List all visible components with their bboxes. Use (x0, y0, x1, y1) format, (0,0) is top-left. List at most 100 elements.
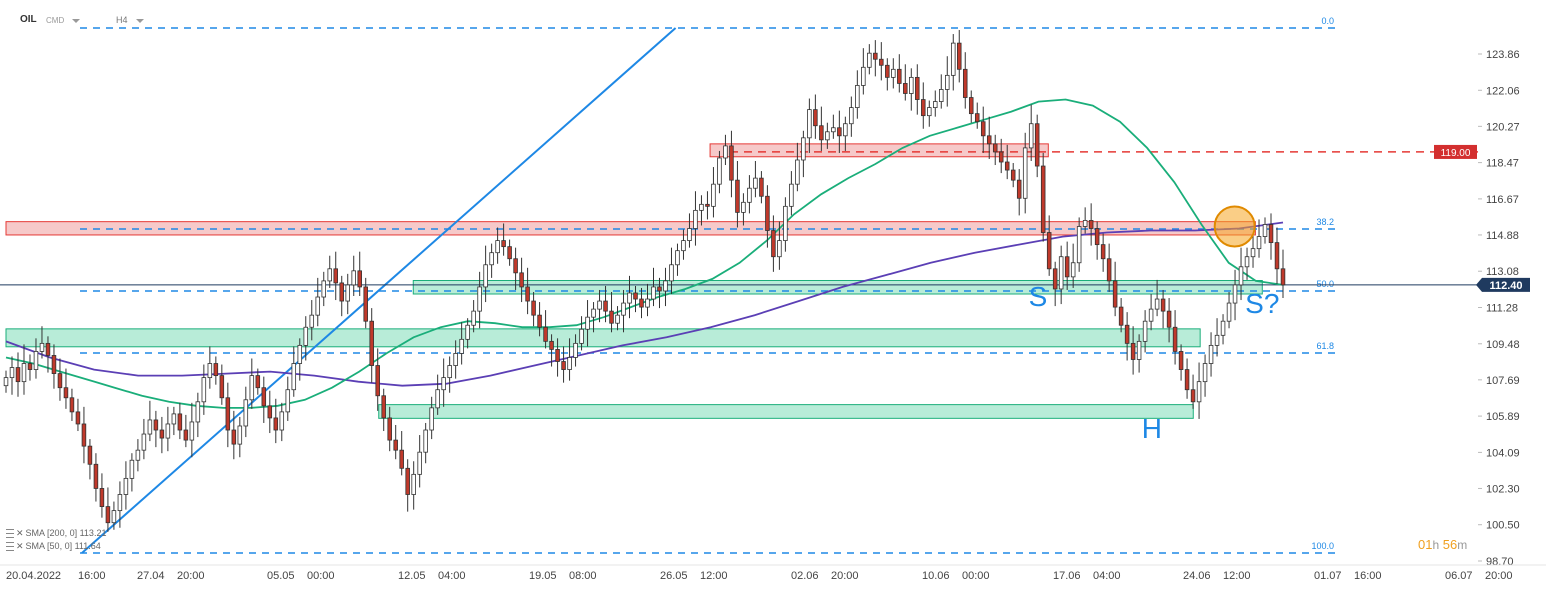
legend-sma200[interactable]: ✕ SMA [200, 0] 113.21 (6, 528, 106, 539)
candle-body (777, 240, 782, 258)
candle-body (591, 308, 596, 318)
settings-lines-icon[interactable] (6, 529, 14, 539)
y-tick-label: 118.47 (1486, 158, 1519, 170)
candle-body (555, 349, 560, 362)
candle-body (933, 101, 938, 109)
candle-body (63, 387, 69, 399)
candle-body (1166, 310, 1172, 328)
candle-body (1160, 298, 1166, 312)
fib-level-label: 38.2 (1316, 217, 1334, 227)
instrument-type-label[interactable]: CMD (46, 16, 65, 25)
x-tick-time: 00:00 (307, 570, 335, 582)
settings-lines-icon[interactable] (6, 542, 14, 552)
candle-body (1022, 147, 1028, 199)
fib-level-label: 61.8 (1316, 341, 1334, 351)
candle-body (111, 510, 117, 524)
candle-body (693, 209, 698, 229)
candle-body (1280, 268, 1286, 286)
candle-body (495, 240, 500, 254)
timeframe-dropdown-icon[interactable] (136, 19, 144, 23)
x-tick-date: 02.06 (791, 570, 819, 582)
candle-body (1112, 280, 1118, 308)
candle-body (183, 429, 189, 441)
candle-body (327, 268, 333, 282)
candle-body (573, 342, 578, 358)
candle-body (561, 361, 566, 370)
candle-body (735, 179, 740, 213)
support-zone (378, 404, 1194, 419)
candle-body (759, 177, 764, 197)
candle-body (75, 411, 81, 425)
candle-body (1016, 179, 1022, 199)
candle-body (363, 286, 368, 322)
candle-body (1124, 324, 1130, 344)
y-tick-label: 116.67 (1486, 194, 1519, 206)
candle-body (962, 68, 968, 98)
candle-body (21, 363, 27, 383)
candle-body (543, 326, 548, 342)
y-tick-label: 100.50 (1486, 520, 1520, 532)
candle-body (705, 203, 710, 207)
candle-body (837, 127, 842, 137)
highlight-circle-marker (1213, 205, 1256, 248)
x-tick-time: 16:00 (1354, 570, 1382, 582)
support-zone (412, 279, 1263, 295)
time-axis[interactable]: 20.04.2022 16:00 27.04 20:00 05.05 00:00 12.05… (0, 564, 1546, 582)
candle-body (879, 58, 884, 66)
candle-body (639, 298, 644, 308)
candle-body (243, 399, 249, 427)
trendline-line[interactable] (81, 27, 677, 554)
candle-body (537, 314, 542, 328)
candle-body (519, 272, 524, 288)
candle-body (1226, 302, 1232, 322)
candle-body (801, 137, 806, 161)
candles (3, 30, 1286, 532)
candle-body (1028, 123, 1034, 149)
candle-body (87, 445, 93, 465)
candle-body (201, 377, 207, 403)
candle-body (15, 367, 21, 383)
x-tick-date: 06.07 (1445, 570, 1473, 582)
candle-body (477, 286, 482, 312)
candle-body (663, 280, 668, 292)
type-dropdown-icon[interactable] (72, 19, 80, 23)
candle-body (741, 201, 746, 213)
moving-averages (5, 98, 1284, 409)
current-price-tag[interactable] (1476, 277, 1530, 292)
legend-sma50[interactable]: ✕ SMA [50, 0] 111.64 (6, 541, 101, 552)
candle-body (147, 419, 153, 435)
candle-body (375, 365, 380, 397)
candle-body (1088, 220, 1094, 229)
remove-icon[interactable]: ✕ (16, 528, 24, 538)
candle-body (195, 401, 201, 423)
y-tick-label: 102.30 (1486, 483, 1520, 495)
y-tick-label: 107.69 (1486, 375, 1520, 387)
candle-body (525, 286, 530, 302)
candle-body (950, 42, 956, 76)
candle-body (405, 467, 410, 495)
candle-body (387, 417, 392, 441)
candle-body (399, 449, 404, 469)
x-tick-date: 01.07 (1314, 570, 1342, 582)
candle-body (1196, 381, 1202, 403)
x-tick-date: 20.04.2022 (6, 570, 61, 582)
candle-body (621, 302, 626, 316)
candle-body (968, 97, 974, 115)
remove-icon[interactable]: ✕ (16, 541, 24, 551)
candle-body (417, 451, 422, 475)
trendline[interactable] (81, 27, 677, 554)
price-axis[interactable]: 123.86 122.06 120.27 118.47 116.67 114.88 113.… (1478, 49, 1520, 568)
candle-body (117, 494, 123, 512)
x-tick-date: 05.05 (267, 570, 295, 582)
candle-body (992, 143, 998, 153)
symbol-label[interactable]: OIL (20, 14, 37, 25)
candle-body (1154, 298, 1160, 310)
timeframe-label[interactable]: H4 (116, 15, 128, 25)
y-tick-label: 105.89 (1486, 411, 1520, 423)
x-tick-time: 20:00 (1485, 570, 1513, 582)
candle-body (795, 159, 800, 185)
x-tick-time: 00:00 (962, 570, 990, 582)
x-tick-time: 20:00 (831, 570, 859, 582)
x-tick-time: 08:00 (569, 570, 597, 582)
